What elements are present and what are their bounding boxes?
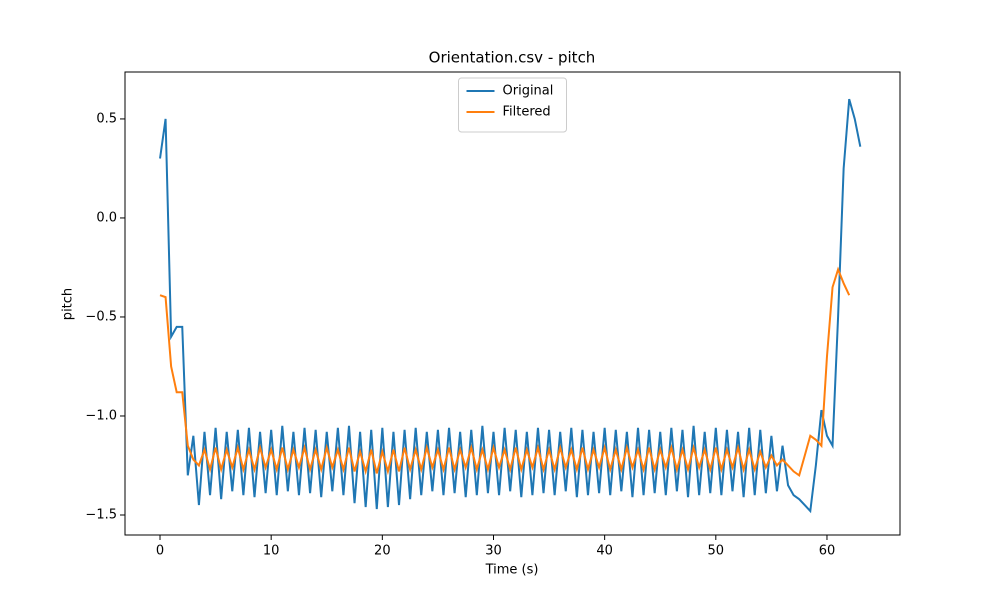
x-tick-label: 40 xyxy=(596,544,613,559)
y-tick-label: −0.5 xyxy=(85,309,117,324)
x-tick-label: 0 xyxy=(156,544,164,559)
plot-frame xyxy=(124,71,901,536)
chart-title: Orientation.csv - pitch xyxy=(429,49,596,67)
x-tick-label: 10 xyxy=(263,544,280,559)
y-tick-label: 0.0 xyxy=(96,210,117,225)
x-axis-label: Time (s) xyxy=(485,563,539,578)
y-tick-label: −1.0 xyxy=(85,408,117,423)
x-tick-label: 20 xyxy=(374,544,391,559)
y-tick-label: 0.5 xyxy=(96,111,117,126)
legend-label: Original xyxy=(503,84,554,99)
y-axis-label: pitch xyxy=(61,288,76,320)
series-line xyxy=(159,266,851,478)
legend-label: Filtered xyxy=(503,105,551,120)
x-tick-label: 50 xyxy=(708,544,725,559)
series-line xyxy=(159,98,862,514)
x-tick-label: 60 xyxy=(819,544,836,559)
y-tick-label: −1.5 xyxy=(85,507,117,522)
x-tick-label: 30 xyxy=(485,544,502,559)
